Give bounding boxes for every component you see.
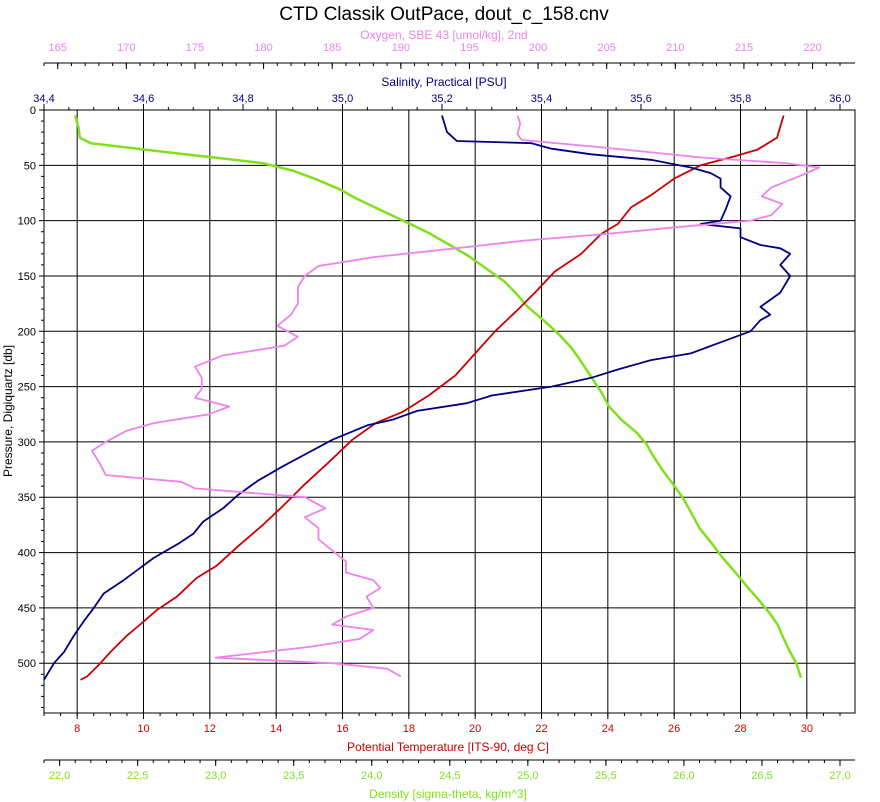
density-tick-label: 24,0 [361,770,382,782]
density-profile-line [73,115,803,678]
salinity-tick-label: 35,2 [431,93,452,105]
oxygen-tick-label: 200 [529,42,547,54]
oxygen-tick-label: 190 [392,42,410,54]
y-tick-label: 100 [18,216,36,228]
salinity-tick-label: 34,6 [133,93,154,105]
density-axis-title: Density [sigma-theta, kg/m^3] [369,787,527,801]
oxygen-tick-label: 175 [186,42,204,54]
oxygen-tick-label: 195 [460,42,478,54]
density-tick-label: 22,5 [127,770,148,782]
salinity-tick-label: 35,4 [531,93,552,105]
oxygen-tick-label: 180 [254,42,272,54]
density-tick-label: 23,5 [283,770,304,782]
oxygen-tick-label: 210 [666,42,684,54]
salinity-tick-label: 34,4 [33,93,54,105]
salinity-tick-label: 35,0 [332,93,353,105]
oxygen-tick-label: 205 [598,42,616,54]
density-tick-label: 26,5 [751,770,772,782]
temperature-tick-label: 28 [734,723,746,735]
oxygen-tick-label: 215 [735,42,753,54]
y-tick-label: 50 [24,160,36,172]
y-tick-label: 0 [30,105,36,117]
axes-layer: 0 50 100 150 200 250 300 350 400 450 500 165 170 175 1… [18,42,855,782]
density-tick-label: 27,0 [829,770,850,782]
density-tick-label: 24,5 [439,770,460,782]
series-layer [43,115,821,681]
chart-title: CTD Classik OutPace, dout_c_158.cnv [279,4,609,25]
temperature-tick-label: 18 [403,723,415,735]
salinity-axis-title: Salinity, Practical [PSU] [381,75,506,89]
y-tick-label: 200 [18,326,36,338]
temperature-tick-label: 8 [74,723,80,735]
temperature-tick-label: 26 [668,723,680,735]
salinity-tick-label: 34,8 [232,93,253,105]
salinity-tick-label: 35,6 [630,93,651,105]
density-tick-label: 25,0 [517,770,538,782]
temperature-tick-label: 22 [535,723,547,735]
temperature-tick-label: 10 [137,723,149,735]
oxygen-profile-line [91,115,821,678]
temperature-tick-label: 12 [204,723,216,735]
temperature-tick-label: 16 [336,723,348,735]
y-tick-label: 350 [18,492,36,504]
temperature-axis-title: Potential Temperature [ITS-90, deg C] [347,740,549,754]
y-tick-label: 300 [18,437,36,449]
oxygen-tick-label: 220 [803,42,821,54]
y-tick-label: 150 [18,271,36,283]
plot-area [43,109,856,714]
density-tick-label: 25,5 [595,770,616,782]
y-tick-label: 450 [18,603,36,615]
salinity-tick-label: 36,0 [829,93,850,105]
y-tick-label: 500 [18,658,36,670]
density-tick-label: 26,0 [673,770,694,782]
temperature-profile-line [80,115,785,681]
salinity-profile-line [43,115,792,681]
grid-layer [44,110,855,713]
y-tick-label: 250 [18,382,36,394]
pressure-axis-title: Pressure, Digiquartz [db] [1,345,15,477]
oxygen-tick-label: 165 [49,42,67,54]
temperature-tick-label: 20 [469,723,481,735]
oxygen-axis-title: Oxygen, SBE 43 [umol/kg], 2nd [360,28,527,42]
temperature-tick-label: 30 [801,723,813,735]
temperature-tick-label: 24 [602,723,614,735]
oxygen-tick-label: 170 [117,42,135,54]
oxygen-tick-label: 185 [323,42,341,54]
density-tick-label: 23,0 [205,770,226,782]
salinity-tick-label: 35,8 [730,93,751,105]
temperature-tick-label: 14 [270,723,282,735]
density-tick-label: 22,0 [49,770,70,782]
y-tick-label: 400 [18,548,36,560]
